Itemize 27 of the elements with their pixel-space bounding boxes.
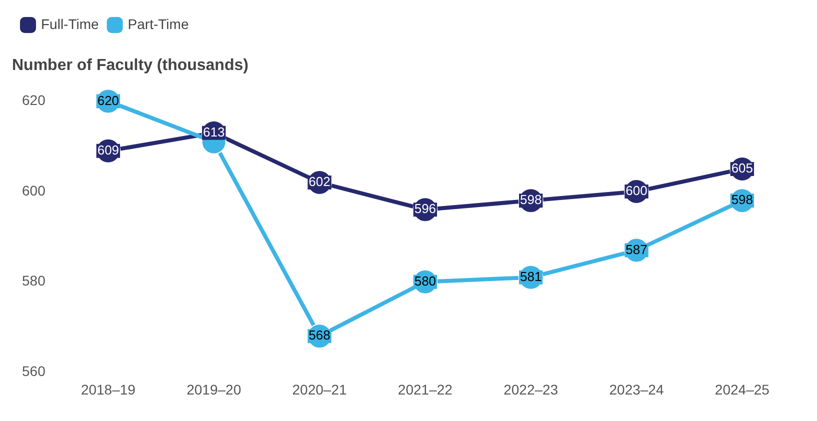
data-label: 600 [626, 183, 648, 198]
x-tick-label: 2021–22 [398, 381, 453, 398]
x-tick-label: 2019–20 [186, 381, 242, 398]
data-label: 613 [203, 124, 225, 140]
data-label: 568 [308, 328, 330, 343]
data-label: 580 [414, 273, 436, 288]
y-tick-label: 600 [22, 182, 46, 198]
data-label: 620 [97, 92, 120, 108]
data-label: 598 [520, 192, 542, 208]
legend-label: Part-Time [128, 16, 189, 32]
x-tick-label: 2018–19 [80, 381, 136, 398]
x-tick-label: 2020–21 [292, 381, 347, 398]
y-tick-label: 620 [22, 92, 46, 108]
x-tick-label: 2022–23 [504, 381, 558, 398]
data-label: 596 [414, 201, 436, 216]
y-tick-label: 560 [22, 363, 46, 380]
data-label: 609 [97, 142, 120, 158]
x-tick-label: 2023–24 [609, 381, 664, 398]
data-label: 587 [626, 242, 648, 257]
data-label: 602 [308, 174, 330, 190]
x-tick-label: 2024–25 [714, 381, 770, 398]
chart-title: Number of Faculty (thousands) [12, 57, 248, 74]
legend-label: Full-Time [41, 16, 100, 32]
data-label: 598 [731, 192, 754, 208]
data-label: 581 [520, 268, 542, 284]
data-label: 605 [731, 160, 754, 176]
y-tick-label: 580 [22, 272, 46, 289]
